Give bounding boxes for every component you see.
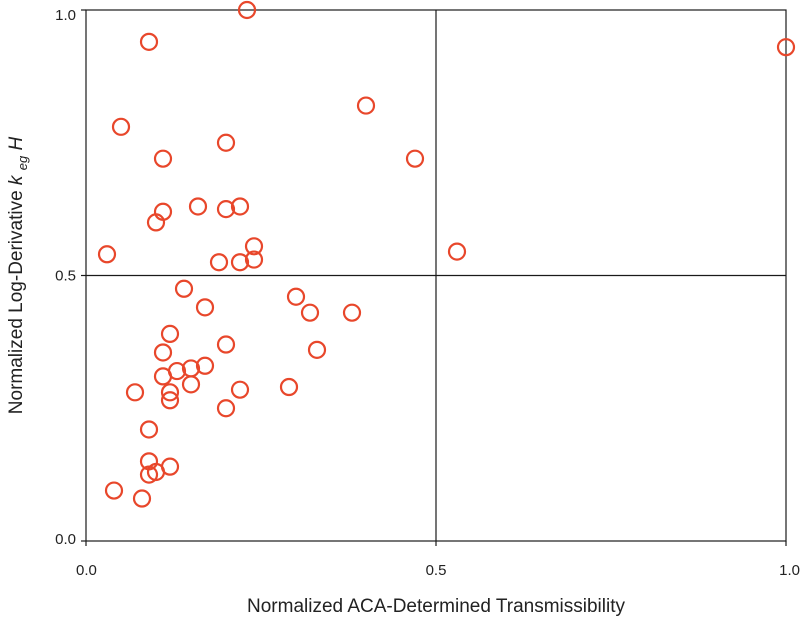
data-point xyxy=(139,32,159,51)
y-axis-label-text: Normalized Log-Derivative xyxy=(6,185,27,414)
data-point xyxy=(97,245,117,264)
y-tick-label: 1.0 xyxy=(55,7,76,24)
data-point xyxy=(447,242,467,261)
y-axis-label-subscript: eg xyxy=(15,155,30,170)
data-point xyxy=(111,117,131,136)
axis-labels: Normalized ACA-Determined Transmissibili… xyxy=(6,137,625,617)
data-point xyxy=(139,465,159,484)
data-point xyxy=(160,391,180,410)
data-point xyxy=(153,149,173,168)
data-point xyxy=(230,253,250,272)
data-point xyxy=(181,375,201,394)
data-point xyxy=(125,383,145,402)
x-tick-label: 1.0 xyxy=(779,562,800,579)
y-axis-label-k: k xyxy=(6,174,27,185)
data-points xyxy=(97,0,796,508)
data-point xyxy=(244,237,264,256)
data-point xyxy=(195,356,215,375)
data-point xyxy=(342,303,362,322)
data-point xyxy=(160,324,180,344)
plot-area xyxy=(85,9,787,542)
data-point xyxy=(300,303,320,322)
y-tick-label: 0.0 xyxy=(55,531,76,548)
data-point xyxy=(104,481,124,500)
data-point xyxy=(132,489,152,508)
data-point xyxy=(216,335,236,354)
data-point xyxy=(146,213,166,232)
data-point xyxy=(216,133,236,152)
axis-ticks: 0.0 0.5 1.0 0.0 0.5 1.0 xyxy=(55,7,800,579)
data-point xyxy=(307,340,327,359)
data-point xyxy=(230,380,250,399)
data-point xyxy=(174,279,194,298)
data-point xyxy=(153,367,173,386)
data-point xyxy=(139,420,159,439)
data-point xyxy=(237,0,257,20)
data-point xyxy=(188,197,208,216)
y-axis-label: Normalized Log-Derivative k eg H xyxy=(6,137,32,415)
x-tick-label: 0.0 xyxy=(76,562,97,579)
data-point xyxy=(356,96,376,115)
data-point xyxy=(279,377,299,397)
data-point xyxy=(216,200,236,219)
data-point xyxy=(230,197,250,216)
data-point xyxy=(153,343,173,362)
data-point xyxy=(195,298,215,317)
x-tick-label: 0.5 xyxy=(426,562,447,579)
x-axis-label: Normalized ACA-Determined Transmissibili… xyxy=(247,596,625,617)
data-point xyxy=(405,149,425,168)
data-point xyxy=(244,250,264,269)
data-point xyxy=(160,383,180,402)
y-tick-label: 0.5 xyxy=(55,268,76,285)
data-point xyxy=(216,399,236,418)
y-axis-label-h: H xyxy=(6,137,27,151)
data-point xyxy=(286,287,306,306)
data-point xyxy=(209,253,229,272)
data-point xyxy=(776,38,796,57)
